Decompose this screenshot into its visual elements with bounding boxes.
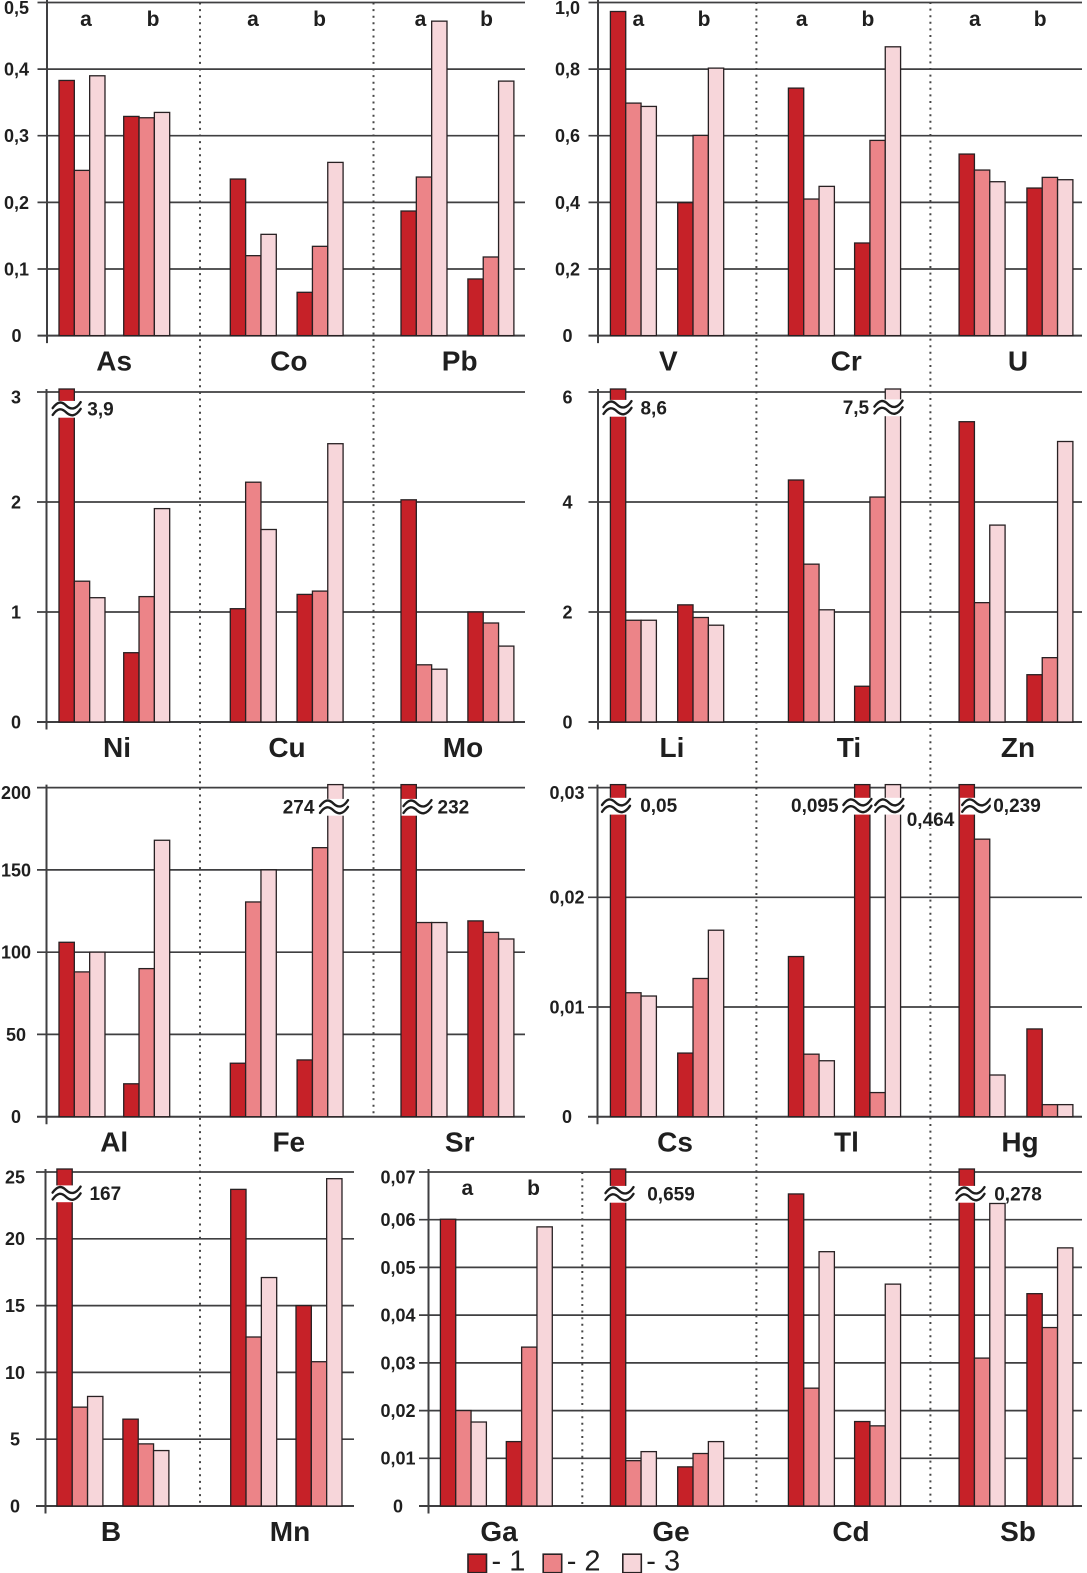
svg-text:0,02: 0,02: [380, 1401, 415, 1421]
svg-text:V: V: [659, 346, 678, 377]
svg-text:0,05: 0,05: [380, 1258, 415, 1278]
svg-text:Sb: Sb: [1000, 1516, 1036, 1547]
svg-text:- 2: - 2: [567, 1546, 601, 1573]
svg-text:167: 167: [89, 1184, 121, 1205]
svg-text:U: U: [1008, 346, 1028, 377]
svg-text:0,4: 0,4: [4, 60, 29, 80]
svg-text:0,095: 0,095: [791, 796, 839, 817]
svg-text:a: a: [80, 8, 92, 31]
svg-text:0,04: 0,04: [380, 1306, 415, 1326]
svg-text:0,5: 0,5: [4, 0, 29, 18]
svg-text:0,2: 0,2: [4, 193, 29, 213]
svg-text:2: 2: [562, 602, 572, 622]
svg-text:Al: Al: [100, 1127, 128, 1158]
svg-text:2: 2: [11, 492, 21, 512]
svg-text:232: 232: [438, 797, 470, 818]
svg-text:b: b: [861, 8, 874, 31]
svg-text:25: 25: [5, 1167, 25, 1187]
svg-text:B: B: [101, 1516, 121, 1547]
svg-text:0,07: 0,07: [380, 1167, 415, 1187]
svg-text:Fe: Fe: [272, 1127, 305, 1158]
svg-text:0,278: 0,278: [994, 1184, 1042, 1205]
svg-text:0: 0: [11, 1107, 21, 1127]
svg-text:0,239: 0,239: [993, 796, 1041, 817]
svg-text:0: 0: [562, 712, 572, 732]
svg-text:0: 0: [11, 712, 21, 732]
svg-text:- 1: - 1: [492, 1546, 526, 1573]
svg-text:50: 50: [6, 1025, 26, 1045]
svg-text:b: b: [313, 8, 326, 31]
svg-text:0: 0: [562, 326, 572, 346]
svg-text:0: 0: [393, 1496, 403, 1516]
svg-text:Ni: Ni: [103, 732, 131, 763]
svg-text:3,9: 3,9: [87, 399, 113, 420]
svg-text:b: b: [698, 8, 711, 31]
svg-text:0,01: 0,01: [549, 997, 584, 1017]
svg-text:3: 3: [11, 387, 21, 407]
svg-text:a: a: [461, 1177, 473, 1200]
svg-text:0,02: 0,02: [549, 888, 584, 908]
svg-text:0,3: 0,3: [4, 126, 29, 146]
svg-text:10: 10: [5, 1363, 25, 1383]
svg-text:Cu: Cu: [268, 732, 305, 763]
svg-text:b: b: [527, 1177, 540, 1200]
svg-text:Cr: Cr: [831, 346, 862, 377]
svg-text:a: a: [632, 8, 644, 31]
svg-text:Mn: Mn: [270, 1516, 310, 1547]
svg-text:a: a: [415, 8, 427, 31]
svg-text:0,464: 0,464: [907, 810, 955, 831]
svg-text:Sr: Sr: [445, 1127, 475, 1158]
svg-text:b: b: [480, 8, 493, 31]
svg-text:0,03: 0,03: [380, 1353, 415, 1373]
svg-text:150: 150: [1, 860, 31, 880]
svg-text:1,0: 1,0: [555, 0, 580, 18]
svg-text:6: 6: [562, 387, 572, 407]
svg-text:0,1: 0,1: [4, 259, 29, 279]
svg-text:Zn: Zn: [1001, 732, 1035, 763]
svg-text:As: As: [96, 346, 132, 377]
svg-text:0,2: 0,2: [555, 259, 580, 279]
svg-text:0: 0: [11, 326, 21, 346]
svg-text:Cs: Cs: [657, 1127, 693, 1158]
svg-text:1: 1: [11, 602, 21, 622]
svg-text:Ti: Ti: [837, 732, 861, 763]
svg-text:100: 100: [1, 943, 31, 963]
svg-text:b: b: [1034, 8, 1047, 31]
svg-text:4: 4: [562, 492, 572, 512]
svg-text:5: 5: [10, 1430, 20, 1450]
svg-text:0,03: 0,03: [549, 783, 584, 803]
svg-text:0,01: 0,01: [380, 1449, 415, 1469]
svg-text:Pb: Pb: [442, 346, 478, 377]
svg-text:a: a: [969, 8, 981, 31]
svg-text:Hg: Hg: [1001, 1127, 1038, 1158]
svg-text:20: 20: [5, 1229, 25, 1249]
svg-text:15: 15: [5, 1296, 25, 1316]
svg-text:a: a: [796, 8, 808, 31]
svg-text:7,5: 7,5: [843, 398, 870, 419]
svg-text:8,6: 8,6: [640, 398, 666, 419]
svg-text:0,6: 0,6: [555, 126, 580, 146]
svg-text:0: 0: [562, 1107, 572, 1127]
svg-text:Ga: Ga: [480, 1516, 518, 1547]
svg-text:0,05: 0,05: [640, 796, 677, 817]
svg-text:- 3: - 3: [646, 1546, 680, 1573]
svg-text:0,8: 0,8: [555, 60, 580, 80]
svg-text:0,06: 0,06: [380, 1210, 415, 1230]
svg-text:Tl: Tl: [834, 1127, 859, 1158]
svg-text:Mo: Mo: [443, 732, 483, 763]
svg-text:Cd: Cd: [832, 1516, 869, 1547]
svg-text:b: b: [147, 8, 160, 31]
svg-text:Li: Li: [660, 732, 685, 763]
svg-text:Co: Co: [270, 346, 307, 377]
svg-text:0,659: 0,659: [647, 1184, 695, 1205]
svg-text:a: a: [247, 8, 259, 31]
svg-text:Ge: Ge: [652, 1516, 689, 1547]
svg-text:200: 200: [1, 783, 31, 803]
svg-text:0: 0: [10, 1496, 20, 1516]
svg-text:274: 274: [283, 797, 315, 818]
svg-text:0,4: 0,4: [555, 193, 580, 213]
